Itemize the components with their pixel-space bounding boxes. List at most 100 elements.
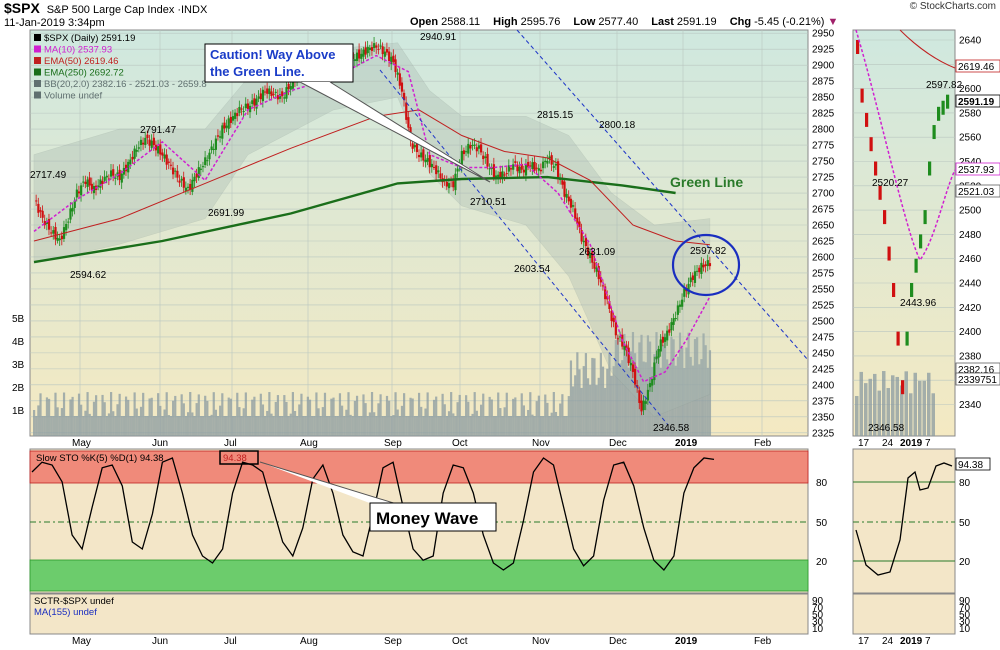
- volume-bar: [351, 416, 354, 436]
- volume-bar: [319, 416, 322, 436]
- volume-bar: [71, 396, 74, 436]
- candle-body: [227, 118, 230, 129]
- volume-bar: [323, 392, 327, 436]
- highlight-circle: [671, 233, 741, 297]
- volume-bar: [565, 416, 568, 436]
- volume-bar: [413, 416, 416, 436]
- month-label-bottom: May: [72, 636, 91, 647]
- caution-pointer: [299, 81, 491, 183]
- volume-bar: [107, 413, 111, 436]
- inset-candle: [937, 106, 941, 121]
- sctr-panel: [29, 593, 809, 635]
- candle-body: [101, 180, 104, 184]
- candle-body: [274, 91, 277, 93]
- volume-bar: [561, 394, 564, 436]
- candle-body: [41, 210, 44, 218]
- volume-bar: [95, 395, 98, 436]
- volume-bar: [604, 387, 607, 436]
- candle-body: [687, 283, 690, 295]
- sto-axis-label: 20: [816, 557, 828, 568]
- volume-bar: [86, 392, 89, 436]
- candle-body: [612, 317, 615, 323]
- price-tick-label: 2900: [812, 61, 835, 72]
- volume-bar: [210, 414, 213, 436]
- candle-body: [428, 155, 431, 168]
- candle-body: [659, 339, 662, 352]
- candle-body: [520, 163, 523, 170]
- volume-bar: [599, 352, 602, 436]
- inset-value-label: 2597.82: [926, 80, 963, 91]
- volume-bar: [392, 415, 395, 436]
- candle-body: [683, 288, 686, 297]
- candle-body: [90, 183, 93, 191]
- volume-bar: [537, 395, 540, 436]
- volume-bar: [270, 413, 273, 436]
- volume-bar: [206, 400, 209, 436]
- candle-body: [704, 264, 707, 267]
- volume-bar: [559, 403, 562, 436]
- volume-bar: [610, 375, 613, 436]
- inset-price-label: 2400: [959, 327, 982, 338]
- sto-axis-label: 50: [816, 518, 828, 529]
- volume-bar: [612, 366, 615, 436]
- legend-entry: EMA(250) 2692.72: [44, 68, 124, 79]
- volume-bar: [129, 416, 132, 436]
- candle-body: [698, 267, 701, 273]
- inset-price-tag: [955, 372, 1000, 386]
- inset-sto-label: 80: [959, 478, 971, 489]
- volume-bar: [360, 416, 363, 436]
- candle-body: [595, 267, 598, 272]
- candle-body: [159, 144, 162, 155]
- volume-bar: [268, 392, 271, 436]
- volume-bar: [381, 416, 384, 436]
- legend-entry: $SPX (Daily) 2591.19: [44, 33, 135, 44]
- candle-body: [180, 178, 183, 181]
- candle-body: [475, 147, 478, 152]
- candle-body: [467, 143, 470, 154]
- candle-body: [561, 180, 564, 185]
- volume-bar: [693, 339, 697, 436]
- volume-bar: [400, 405, 404, 436]
- month-label: Jul: [224, 438, 237, 449]
- volume-bar: [435, 396, 438, 436]
- inset-sctr-panel: [852, 593, 956, 635]
- inset-price-label: 2580: [959, 108, 982, 119]
- candle-body: [370, 47, 374, 51]
- candle-body: [381, 46, 384, 55]
- candle-body: [270, 91, 273, 96]
- volume-bar: [227, 397, 230, 436]
- candle-body: [131, 156, 134, 160]
- volume-bar: [54, 392, 57, 436]
- volume-bar: [550, 412, 553, 436]
- candle-body: [223, 122, 226, 129]
- price-tick-label: 2450: [812, 348, 835, 359]
- volume-bar: [358, 416, 361, 436]
- candle-body: [197, 167, 200, 179]
- inset-x-label: 17: [858, 438, 870, 449]
- candle-body: [172, 167, 175, 175]
- volume-bar: [655, 332, 658, 436]
- volume-bar: [503, 407, 506, 436]
- volume-bar: [591, 357, 594, 436]
- volume-bar: [112, 411, 115, 436]
- candle-body: [82, 181, 85, 183]
- volume-bar: [334, 416, 337, 436]
- inset-x-label: 24: [882, 438, 894, 449]
- volume-bar: [704, 345, 707, 436]
- volume-bar: [443, 404, 446, 436]
- caution-box: [204, 43, 354, 83]
- volume-bar: [114, 416, 117, 436]
- volume-bar: [37, 405, 40, 436]
- candle-body: [238, 106, 241, 113]
- volume-bar: [69, 399, 72, 436]
- volume-bar: [689, 356, 692, 436]
- inset-volume-bar: [895, 376, 899, 436]
- inset-candle: [932, 125, 936, 140]
- inset-volume-bar: [927, 372, 931, 436]
- candle-body: [157, 146, 160, 154]
- volume-bar: [542, 416, 545, 436]
- volume-bar: [497, 392, 500, 436]
- candle-body: [178, 180, 181, 183]
- volume-bar: [702, 333, 705, 436]
